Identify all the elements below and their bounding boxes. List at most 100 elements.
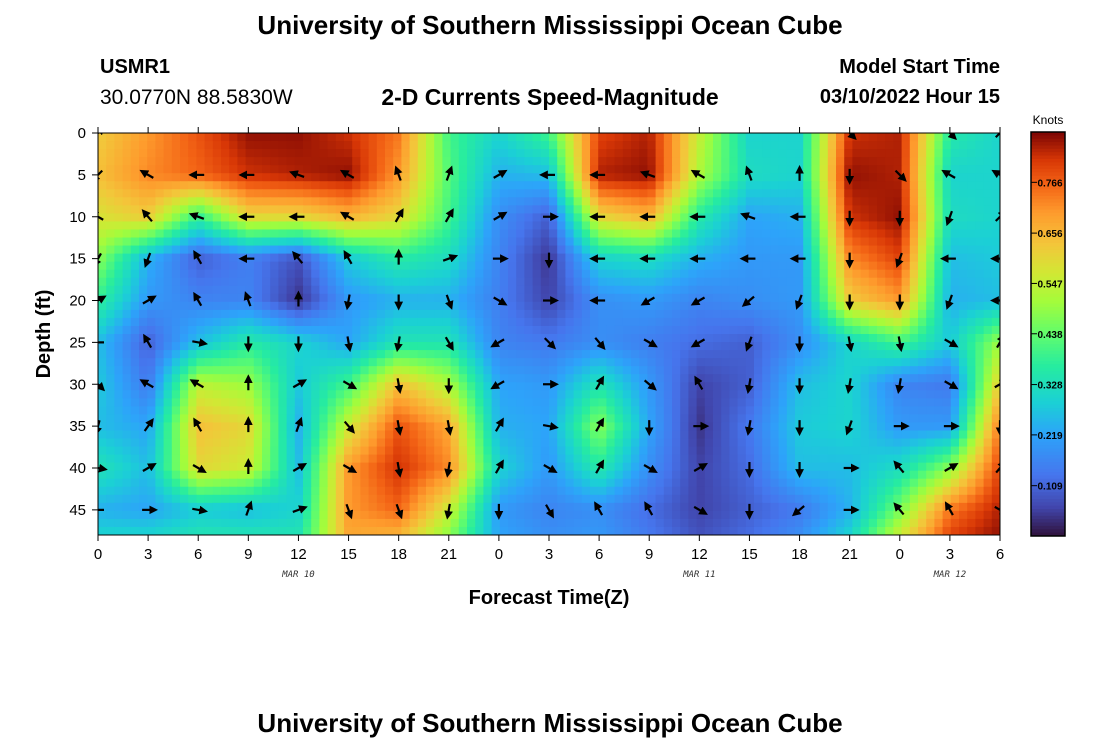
heatmap-cell — [696, 221, 706, 231]
heatmap-cell — [565, 277, 575, 287]
heatmap-cell — [704, 325, 714, 335]
heatmap-cell — [565, 197, 575, 206]
heatmap-cell — [983, 454, 993, 464]
heatmap-cell — [499, 309, 509, 319]
heatmap-cell — [713, 261, 722, 271]
heatmap-cell — [606, 342, 616, 351]
heatmap-cell — [450, 157, 460, 166]
heatmap-cell — [614, 197, 624, 206]
heatmap-cell — [540, 342, 550, 351]
heatmap-cell — [253, 261, 263, 271]
heatmap-cell — [655, 197, 665, 206]
heatmap-cell — [393, 133, 402, 142]
heatmap-cell — [524, 486, 534, 496]
heatmap-cell — [393, 486, 402, 496]
heatmap-cell — [221, 422, 230, 432]
heatmap-cell — [893, 213, 903, 223]
heatmap-cell — [795, 366, 804, 375]
heatmap-cell — [606, 293, 616, 303]
heatmap-cell — [286, 342, 296, 351]
heatmap-cell — [532, 293, 542, 303]
heatmap-cell — [122, 462, 132, 472]
heatmap-cell — [631, 422, 640, 432]
heatmap-cell — [270, 317, 279, 327]
heatmap-cell — [221, 342, 230, 351]
heatmap-cell — [270, 486, 279, 496]
heatmap-cell — [139, 486, 148, 496]
heatmap-cell — [836, 269, 845, 279]
heatmap-cell — [680, 301, 689, 311]
heatmap-cell — [360, 213, 370, 223]
heatmap-cell — [647, 189, 657, 198]
heatmap-cell — [762, 205, 771, 214]
heatmap-cell — [704, 221, 714, 231]
heatmap-cell — [188, 133, 197, 142]
heatmap-cell — [335, 414, 345, 424]
heatmap-cell — [130, 414, 140, 424]
heatmap-cell — [434, 470, 443, 480]
heatmap-cell — [811, 213, 821, 223]
heatmap-cell — [360, 342, 370, 351]
heatmap-cell — [114, 358, 124, 367]
heatmap-cell — [942, 157, 952, 166]
heatmap-cell — [253, 422, 263, 432]
heatmap-cell — [950, 237, 960, 247]
heatmap-cell — [335, 494, 345, 504]
heatmap-cell — [721, 205, 730, 214]
heatmap-cell — [508, 342, 517, 351]
heatmap-cell — [204, 173, 214, 182]
heatmap-cell — [581, 157, 591, 166]
heatmap-cell — [819, 229, 829, 239]
heatmap-cell — [237, 462, 247, 472]
heatmap-cell — [352, 261, 361, 271]
heatmap-cell — [704, 478, 714, 488]
heatmap-cell — [893, 229, 903, 239]
heatmap-cell — [860, 446, 870, 456]
heatmap-cell — [409, 309, 419, 319]
heatmap-cell — [467, 398, 476, 407]
heatmap-cell — [212, 494, 222, 504]
heatmap-cell — [647, 398, 657, 407]
heatmap-cell — [745, 390, 755, 399]
heatmap-cell — [360, 237, 370, 247]
heatmap-cell — [729, 181, 739, 190]
heatmap-cell — [204, 334, 214, 343]
heatmap-cell — [188, 374, 197, 383]
heatmap-cell — [885, 342, 894, 351]
heatmap-cell — [868, 157, 878, 166]
heatmap-cell — [696, 205, 706, 214]
heatmap-cell — [885, 189, 894, 198]
heatmap-cell — [647, 149, 657, 158]
heatmap-cell — [909, 382, 919, 391]
heatmap-cell — [811, 261, 821, 271]
heatmap-cell — [180, 478, 189, 488]
heatmap-cell — [303, 269, 312, 279]
heatmap-cell — [836, 325, 845, 335]
heatmap-cell — [967, 237, 976, 247]
heatmap-cell — [196, 438, 206, 448]
heatmap-cell — [409, 197, 419, 206]
heatmap-cell — [516, 422, 525, 432]
heatmap-cell — [106, 454, 115, 464]
heatmap-cell — [844, 237, 853, 247]
heatmap-cell — [475, 277, 484, 287]
heatmap-cell — [147, 478, 156, 488]
heatmap-cell — [163, 478, 173, 488]
heatmap-cell — [434, 494, 443, 504]
heatmap-cell — [909, 486, 919, 496]
heatmap-cell — [811, 197, 821, 206]
heatmap-cell — [762, 317, 771, 327]
heatmap-cell — [540, 446, 550, 456]
heatmap-cell — [672, 358, 681, 367]
heatmap-cell — [262, 462, 271, 472]
heatmap-cell — [967, 446, 976, 456]
heatmap-cell — [565, 205, 575, 214]
heatmap-cell — [114, 334, 124, 343]
heatmap-cell — [327, 269, 337, 279]
heatmap-cell — [557, 269, 566, 279]
heatmap-cell — [877, 293, 886, 303]
heatmap-cell — [171, 141, 181, 150]
heatmap-cell — [188, 149, 197, 158]
heatmap-cell — [196, 165, 206, 174]
heatmap-cell — [557, 181, 566, 190]
